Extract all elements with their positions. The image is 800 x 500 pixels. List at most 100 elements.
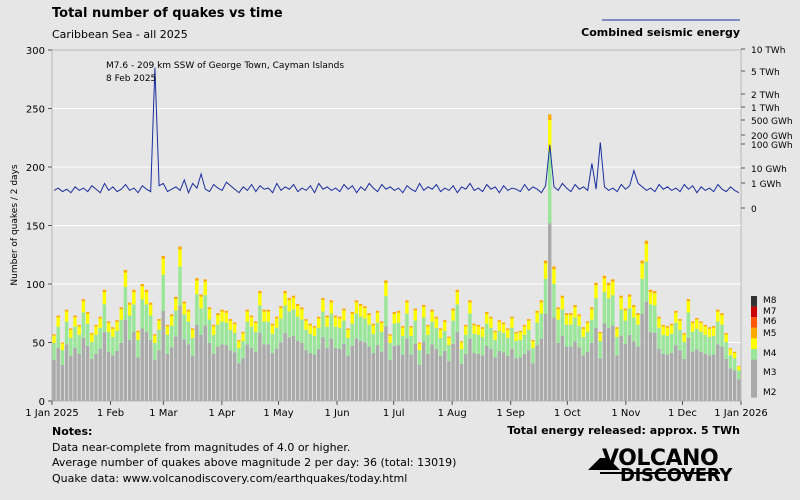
y-tick-label: 50 xyxy=(32,339,45,350)
bar-m2 xyxy=(375,345,380,401)
bar-m3 xyxy=(560,309,565,336)
bar-m2 xyxy=(501,352,506,401)
bar-m4 xyxy=(711,327,716,336)
bar-m2 xyxy=(426,353,430,401)
bar-m2 xyxy=(312,354,317,401)
bar-m2 xyxy=(262,344,266,401)
bar-m4 xyxy=(627,296,632,309)
bar-m5 xyxy=(560,295,565,298)
bar-m3 xyxy=(56,326,60,349)
bar-m5 xyxy=(653,291,657,294)
mag-label-m7: M7 xyxy=(763,307,777,317)
y-axis-label: Number of quakes / 2 days xyxy=(10,164,20,285)
bar-m2 xyxy=(245,344,249,401)
bar-m2 xyxy=(346,356,350,401)
bar-m4 xyxy=(325,317,329,327)
bar-m2 xyxy=(186,344,191,401)
bar-m5 xyxy=(464,324,468,327)
bar-m5 xyxy=(409,326,413,328)
bar-m3 xyxy=(598,340,602,359)
bar-m3 xyxy=(211,334,216,354)
bar-m2 xyxy=(737,379,741,401)
bar-m4 xyxy=(535,312,539,323)
bar-m3 xyxy=(140,299,144,329)
bar-m2 xyxy=(358,340,363,401)
x-tick-label: 1 Jul xyxy=(383,408,405,419)
volcano-discovery-logo[interactable]: VOLCANO DISCOVERY xyxy=(588,446,738,490)
bar-m4 xyxy=(228,320,233,330)
bar-m2 xyxy=(405,338,409,401)
bar-m5 xyxy=(690,321,695,324)
bar-m5 xyxy=(258,291,262,294)
chart-title: Total number of quakes vs time xyxy=(52,6,283,21)
bar-m2 xyxy=(127,340,132,401)
bar-m5 xyxy=(611,279,615,282)
bar-m4 xyxy=(644,243,649,262)
bar-m2 xyxy=(73,348,77,401)
bar-m3 xyxy=(123,286,128,320)
bar-m3 xyxy=(165,334,170,354)
bar-m3 xyxy=(73,326,77,349)
bar-m4 xyxy=(316,318,321,328)
bar-m3 xyxy=(384,296,388,327)
bar-m5 xyxy=(699,321,703,324)
bar-m4 xyxy=(539,302,544,314)
bar-m4 xyxy=(585,323,590,332)
bar-m2 xyxy=(447,361,451,401)
bar-m4 xyxy=(90,334,94,342)
bar-m5 xyxy=(333,315,338,318)
bar-m5 xyxy=(716,309,720,312)
bar-m4 xyxy=(459,342,464,350)
bar-m2 xyxy=(703,353,707,401)
energy-line xyxy=(53,67,740,195)
x-tick-label: 1 Feb xyxy=(97,408,124,419)
bar-m4 xyxy=(590,309,594,320)
bar-m2 xyxy=(724,358,728,401)
bar-m5 xyxy=(732,351,737,353)
bar-m2 xyxy=(140,328,144,401)
bar-m4 xyxy=(216,315,220,325)
bar-m5 xyxy=(207,307,212,310)
energy-tick-label: 5 TWh xyxy=(751,68,780,78)
bar-m4 xyxy=(157,320,161,330)
bar-m3 xyxy=(363,318,367,343)
bar-m4 xyxy=(699,323,703,332)
bar-m4 xyxy=(258,293,262,306)
notes-line-1: Data near-complete from magnitudes of 4.… xyxy=(52,440,351,454)
bar-m5 xyxy=(81,299,86,302)
bar-m4 xyxy=(85,313,90,324)
bar-m4 xyxy=(94,326,98,335)
bar-m2 xyxy=(157,350,161,401)
bar-m5 xyxy=(636,313,640,316)
bar-m4 xyxy=(531,341,535,349)
y-axis: 0 50 100 150 200 250 300 xyxy=(26,46,52,408)
bar-m3 xyxy=(590,319,594,343)
bar-m3 xyxy=(703,334,707,354)
bar-m4 xyxy=(321,300,325,312)
bar-m2 xyxy=(354,338,359,401)
bar-m5 xyxy=(665,326,670,328)
bar-m4 xyxy=(132,292,136,305)
bar-m5 xyxy=(564,313,569,316)
bar-m5 xyxy=(392,312,396,314)
bar-m2 xyxy=(699,351,703,401)
bar-m5 xyxy=(585,321,590,324)
bar-m2 xyxy=(52,359,56,401)
bar-m4 xyxy=(556,309,560,320)
bar-m4 xyxy=(632,306,636,318)
bar-m2 xyxy=(94,353,98,401)
bar-m4 xyxy=(514,333,518,341)
bar-m5 xyxy=(531,340,535,342)
bar-m2 xyxy=(329,338,333,401)
bar-m5 xyxy=(548,114,552,121)
bar-m5 xyxy=(657,316,661,319)
bar-m5 xyxy=(144,289,149,293)
bar-m5 xyxy=(329,300,333,303)
bar-m2 xyxy=(220,344,224,401)
bar-m2 xyxy=(224,345,228,401)
bar-m2 xyxy=(678,350,682,401)
bar-m3 xyxy=(69,337,73,357)
bar-m5 xyxy=(287,298,291,301)
bar-m3 xyxy=(493,339,497,358)
bar-m4 xyxy=(270,325,275,334)
